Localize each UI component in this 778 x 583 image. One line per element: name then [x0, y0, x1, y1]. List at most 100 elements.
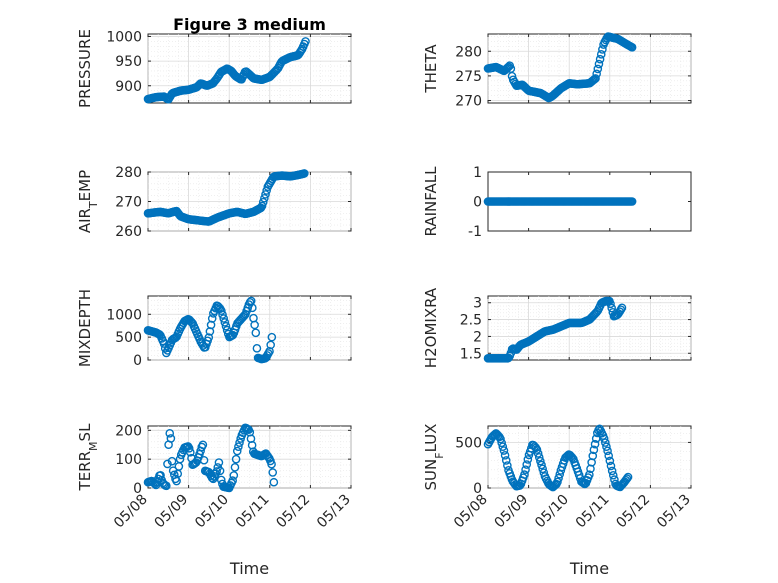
data-point	[627, 197, 637, 206]
y-tick-label: 1000	[106, 29, 142, 45]
data-point	[228, 476, 237, 485]
data-point	[214, 458, 224, 467]
data-point	[230, 462, 240, 472]
data-point	[604, 451, 614, 461]
data-point	[496, 434, 505, 444]
data-point	[220, 318, 230, 327]
data-point	[231, 454, 241, 464]
chart-title: Figure 3 medium	[173, 15, 326, 34]
subplot-theta: 270 275 280 THETA	[422, 32, 692, 110]
x-tick-label: 05/09	[492, 492, 532, 532]
subplot-terr-msl: 0 100 200 TERRMSL 05/08 05/09 05/10 05/11 05/12 0…	[76, 423, 354, 578]
data-point	[296, 46, 306, 56]
data-point	[623, 472, 633, 482]
data-point	[218, 310, 227, 319]
y-tick-label: 260	[115, 224, 142, 240]
y-tick-label: 0	[473, 481, 482, 497]
data-point	[219, 314, 228, 323]
data-point	[603, 446, 612, 456]
y-tick-label: 280	[115, 165, 142, 181]
data-point	[606, 461, 616, 471]
data-point	[252, 344, 262, 353]
y-tick-label: 500	[115, 330, 142, 346]
x-tick-label: 05/09	[152, 492, 192, 532]
subplot-h2omixra: 1.522.53 H2OMIXRA	[422, 287, 692, 368]
y-tick-label: 280	[455, 44, 482, 60]
data-point	[600, 438, 610, 447]
y-axis-label: THETA	[422, 44, 440, 94]
data-point	[501, 456, 511, 465]
data-point	[235, 438, 244, 447]
data-point	[595, 54, 605, 64]
y-tick-label: 1	[473, 165, 482, 181]
data-point	[199, 455, 209, 465]
data-point	[592, 69, 601, 79]
y-tick-label: 2	[473, 329, 482, 345]
x-tick-label: 05/10	[532, 492, 572, 532]
y-tick-label: 0	[473, 195, 482, 211]
y-axis-label: SUNFLUX	[422, 424, 446, 491]
data-point	[589, 445, 599, 455]
data-point	[198, 440, 208, 450]
data-point	[605, 456, 615, 466]
data-point	[261, 190, 270, 199]
data-point	[245, 297, 255, 307]
data-point	[622, 474, 632, 483]
data-point	[523, 455, 533, 464]
data-point	[590, 439, 600, 449]
data-point	[534, 453, 544, 462]
data-point	[567, 453, 577, 463]
data-point	[521, 465, 530, 474]
y-tick-label: 1000	[106, 307, 142, 323]
data-point	[162, 481, 171, 491]
subplot-rainfall: -1 0 1 RAINFALL	[422, 165, 692, 240]
y-axis-label: MIXDEPTH	[76, 289, 94, 367]
data-point	[250, 320, 259, 330]
data-point	[588, 451, 598, 461]
y-tick-label: 3	[473, 296, 482, 312]
data-point	[165, 429, 175, 438]
data-point	[532, 445, 542, 454]
data-point	[537, 460, 546, 470]
series-markers	[143, 37, 310, 104]
data-point	[617, 303, 627, 313]
data-point	[598, 45, 607, 54]
data-point	[593, 64, 603, 74]
data-point	[212, 467, 221, 476]
data-point	[504, 62, 513, 72]
data-point	[533, 449, 543, 458]
data-point	[608, 470, 618, 480]
y-axis-label: AIRTEMP	[76, 170, 100, 233]
y-tick-label: 950	[115, 54, 142, 70]
data-point	[590, 75, 599, 84]
data-point	[607, 303, 616, 313]
x-tick-label: 05/08	[451, 492, 491, 532]
data-point	[159, 479, 169, 489]
data-point	[301, 37, 310, 46]
data-point	[258, 197, 268, 207]
data-point	[156, 471, 165, 480]
y-tick-label: 100	[115, 452, 142, 468]
data-point	[163, 459, 172, 469]
y-tick-label: 2.5	[460, 313, 482, 329]
data-point	[522, 460, 532, 469]
data-point	[599, 434, 609, 443]
data-point	[503, 461, 512, 470]
x-tick-label: 05/08	[111, 492, 151, 532]
data-point	[594, 59, 604, 69]
subplot-pressure: 900 950 1000 PRESSURE Figure 3 medium	[76, 15, 352, 108]
y-tick-label: 0	[133, 353, 142, 369]
data-point	[500, 451, 510, 460]
x-tick-label: 05/13	[654, 492, 694, 532]
data-point	[207, 314, 217, 323]
data-point	[186, 448, 195, 457]
data-point	[536, 456, 545, 466]
x-axis-label: Time	[229, 559, 269, 578]
data-point	[554, 473, 563, 483]
data-point	[627, 43, 637, 52]
data-point	[248, 303, 257, 313]
series-markers	[483, 424, 633, 492]
x-tick-label: 05/12	[273, 492, 313, 532]
